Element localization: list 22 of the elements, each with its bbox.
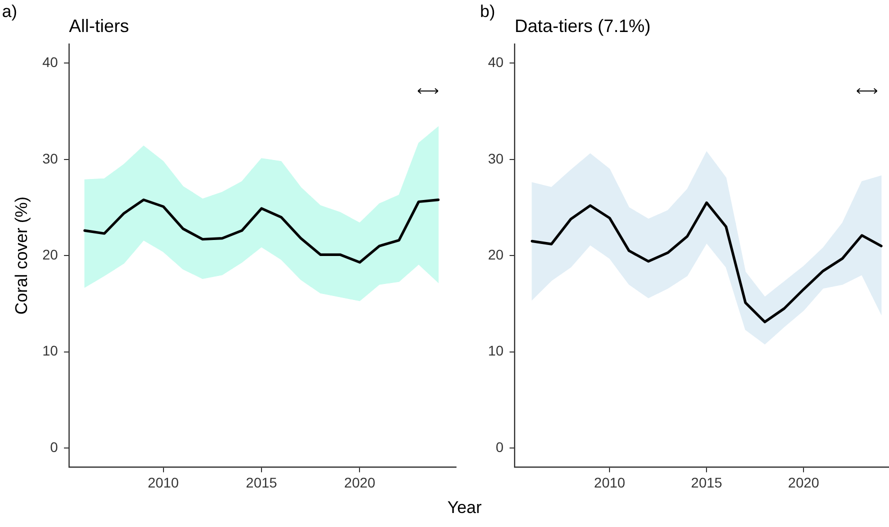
x-axis-title: Year: [446, 498, 483, 518]
y-tick-label: 10: [42, 342, 58, 359]
x-tick-label: 2015: [246, 474, 278, 490]
chart-title: Data-tiers (7.1%): [514, 16, 651, 36]
y-tick-label: 20: [42, 246, 58, 262]
y-tick-label: 0: [50, 438, 58, 455]
chart-title: All-tiers: [68, 16, 129, 36]
y-tick-label: 30: [488, 150, 504, 166]
text: a): [2, 2, 18, 22]
text: b): [480, 2, 496, 22]
x-tick-label: 2020: [344, 474, 376, 490]
y-tick-label: 40: [488, 54, 504, 70]
y-tick-label: 30: [42, 150, 58, 166]
y-tick-label: 0: [496, 438, 504, 455]
y-tick-label: 20: [488, 246, 504, 262]
y-axis-title: Coral cover (%): [12, 196, 31, 315]
y-tick-label: 10: [488, 342, 504, 359]
x-tick-label: 2010: [594, 474, 626, 490]
y-tick-label: 40: [42, 54, 58, 70]
x-tick-label: 2010: [148, 474, 180, 490]
x-tick-label: 2020: [788, 474, 820, 490]
x-tick-label: 2015: [691, 474, 722, 490]
